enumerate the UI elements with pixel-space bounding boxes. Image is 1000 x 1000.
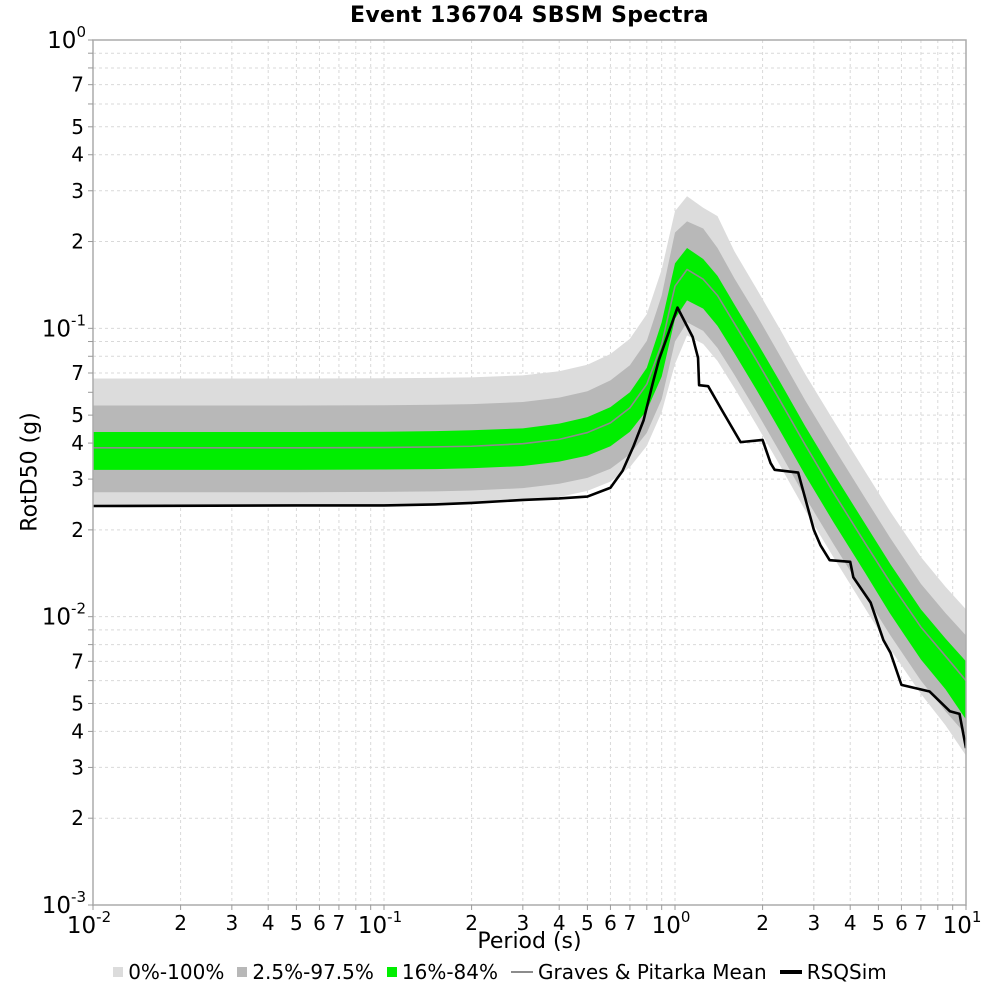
svg-text:101: 101 [943, 908, 982, 939]
svg-text:3: 3 [71, 467, 84, 491]
legend-label: 0%-100% [128, 960, 225, 984]
legend-item: 2.5%-97.5% [237, 960, 374, 984]
legend-swatch-line-thick [779, 970, 802, 974]
plot-frame [92, 39, 967, 906]
legend-label: 16%-84% [401, 960, 499, 984]
svg-text:7: 7 [915, 911, 928, 935]
svg-text:5: 5 [71, 691, 84, 715]
svg-text:7: 7 [71, 649, 84, 673]
legend-item: Graves & Pitarka Mean [511, 960, 767, 984]
y-axis-label: RotD50 (g) [17, 412, 43, 532]
svg-text:5: 5 [71, 403, 84, 427]
svg-text:3: 3 [516, 911, 529, 935]
x-axis-label: Period (s) [477, 929, 582, 954]
legend-swatch-square [386, 967, 397, 977]
svg-text:4: 4 [262, 911, 275, 935]
svg-text:5: 5 [581, 911, 594, 935]
svg-text:3: 3 [225, 911, 238, 935]
svg-text:5: 5 [71, 115, 84, 139]
svg-text:3: 3 [71, 755, 84, 779]
svg-text:7: 7 [71, 361, 84, 385]
svg-text:2: 2 [71, 806, 84, 830]
svg-text:4: 4 [553, 911, 566, 935]
legend-item: 0%-100% [113, 960, 224, 984]
legend-item: 16%-84% [386, 960, 499, 984]
svg-text:4: 4 [71, 431, 84, 455]
svg-text:7: 7 [71, 73, 84, 97]
svg-text:3: 3 [71, 179, 84, 203]
svg-text:2: 2 [174, 911, 187, 935]
svg-text:4: 4 [844, 911, 857, 935]
svg-text:3: 3 [807, 911, 820, 935]
svg-text:10-1: 10-1 [358, 908, 402, 939]
series-line-1 [93, 306, 966, 749]
svg-text:5: 5 [872, 911, 885, 935]
legend-label: 2.5%-97.5% [252, 960, 374, 984]
svg-text:100: 100 [652, 908, 691, 939]
tick-marks [88, 39, 967, 910]
svg-text:2: 2 [465, 911, 478, 935]
svg-text:10-3: 10-3 [42, 888, 86, 919]
svg-text:2: 2 [71, 518, 84, 542]
band-2 [93, 247, 966, 720]
svg-text:10-2: 10-2 [42, 600, 86, 631]
legend-label: Graves & Pitarka Mean [538, 960, 767, 984]
legend-swatch-square [237, 967, 248, 977]
legend-item: RSQSim [779, 960, 887, 984]
series-line-0 [93, 268, 966, 682]
svg-text:10-2: 10-2 [67, 908, 111, 939]
svg-text:100: 100 [47, 23, 86, 54]
legend-swatch-line-thin [511, 971, 534, 973]
chart-title: Event 136704 SBSM Spectra [350, 3, 709, 28]
legend-swatch-square [113, 967, 124, 977]
svg-text:7: 7 [624, 911, 637, 935]
svg-text:6: 6 [313, 911, 326, 935]
svg-text:6: 6 [604, 911, 617, 935]
svg-text:2: 2 [756, 911, 769, 935]
legend-label: RSQSim [806, 960, 887, 984]
svg-text:10-1: 10-1 [42, 311, 86, 342]
svg-text:5: 5 [290, 911, 303, 935]
svg-text:7: 7 [333, 911, 346, 935]
svg-text:6: 6 [895, 911, 908, 935]
svg-text:4: 4 [71, 719, 84, 743]
svg-text:4: 4 [71, 143, 84, 167]
svg-text:2: 2 [71, 230, 84, 254]
legend: 0%-100% 2.5%-97.5% 16%-84% Graves & Pitarka… [0, 960, 1000, 984]
